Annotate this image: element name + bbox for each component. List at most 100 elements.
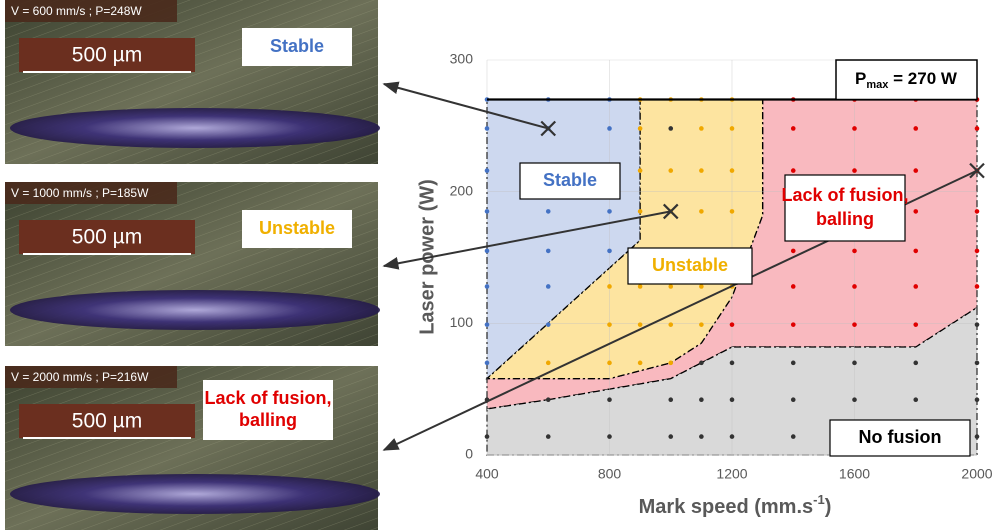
data-point xyxy=(637,284,643,289)
highlight-marker xyxy=(662,203,679,220)
data-point xyxy=(729,434,735,439)
state-label-box xyxy=(242,28,352,66)
data-point xyxy=(913,126,919,131)
data-point xyxy=(699,126,704,131)
scale-label: 500 µm xyxy=(72,410,142,433)
x-tick-label: 400 xyxy=(475,466,499,482)
data-point xyxy=(790,126,796,131)
data-point xyxy=(484,322,490,327)
scale-box xyxy=(19,404,195,438)
data-point xyxy=(852,397,857,403)
scale-box xyxy=(19,220,195,254)
region-label: Lack of fusion, xyxy=(781,185,908,205)
x-tick-label: 1600 xyxy=(839,466,870,482)
data-point xyxy=(607,248,612,254)
data-point xyxy=(790,248,796,254)
state-label: balling xyxy=(239,410,297,430)
highlight-marker xyxy=(969,162,985,179)
region-label: Stable xyxy=(543,170,597,190)
state-label: Unstable xyxy=(259,218,335,238)
data-point xyxy=(484,168,490,173)
pmax-symbol: P xyxy=(855,69,866,88)
caption: V = 1000 mm/s ; P=185W xyxy=(11,186,149,200)
x-axis-title: Mark speed (mm.s-1) xyxy=(639,492,832,518)
data-point xyxy=(852,168,857,173)
region xyxy=(485,98,764,380)
data-point xyxy=(607,126,612,131)
state-label-box xyxy=(203,380,333,440)
data-point xyxy=(484,126,490,131)
region-label: Unstable xyxy=(652,255,728,275)
data-point xyxy=(668,434,674,439)
pmax-text: = 270 W xyxy=(888,69,957,88)
region-label: balling xyxy=(816,209,874,229)
data-point xyxy=(699,209,704,214)
data-point xyxy=(668,360,674,366)
data-point xyxy=(607,434,612,439)
data-point xyxy=(729,360,735,366)
y-tick-label: 300 xyxy=(450,51,474,67)
arrow xyxy=(382,81,549,130)
data-point xyxy=(699,360,704,366)
micrograph: V = 1000 mm/s ; P=185W 500 µm Unstable xyxy=(5,182,380,346)
data-point xyxy=(668,126,674,131)
data-point xyxy=(913,322,919,327)
data-point xyxy=(852,322,857,327)
data-point xyxy=(974,209,980,214)
data-point xyxy=(668,168,674,173)
x-axis-title-suffix: ) xyxy=(825,496,832,518)
data-point xyxy=(484,434,490,439)
data-point xyxy=(484,360,490,366)
data-point xyxy=(545,209,551,214)
x-axis-title-text: Mark speed (mm.s xyxy=(639,496,814,518)
data-point xyxy=(913,248,919,254)
scale-box xyxy=(19,38,195,72)
state-label-box xyxy=(242,210,352,248)
data-point xyxy=(699,434,704,439)
data-point xyxy=(729,209,735,214)
data-point xyxy=(607,209,612,214)
melt-track xyxy=(10,290,380,330)
data-point xyxy=(637,126,643,131)
data-point xyxy=(790,397,796,403)
region-label-box xyxy=(519,162,621,200)
data-point xyxy=(545,397,551,403)
data-point xyxy=(913,209,919,214)
data-point xyxy=(668,322,674,327)
data-point xyxy=(729,397,735,403)
caption-box xyxy=(5,182,177,204)
melt-track xyxy=(10,474,380,514)
pmax-label: Pmax = 270 W xyxy=(855,69,958,90)
data-point xyxy=(607,322,612,327)
data-point xyxy=(699,322,704,327)
data-point xyxy=(913,397,919,403)
micrograph: V = 2000 mm/s ; P=216W 500 µm Lack of fusi… xyxy=(5,366,380,530)
data-point xyxy=(913,284,919,289)
caption: V = 600 mm/s ; P=248W xyxy=(11,4,142,18)
data-point xyxy=(545,322,551,327)
caption-box xyxy=(5,0,177,22)
data-point xyxy=(790,322,796,327)
data-point xyxy=(545,248,551,254)
y-tick-label: 200 xyxy=(450,182,474,198)
data-point xyxy=(607,397,612,403)
scale-label: 500 µm xyxy=(72,226,142,249)
data-point xyxy=(484,209,490,214)
x-tick-label: 800 xyxy=(598,466,622,482)
x-tick-label: 2000 xyxy=(961,466,992,482)
scale-label: 500 µm xyxy=(72,44,142,67)
pmax-box xyxy=(835,59,978,101)
data-point xyxy=(974,126,980,131)
data-point xyxy=(729,126,735,131)
x-tick-label: 1200 xyxy=(716,466,747,482)
data-point xyxy=(637,209,643,214)
region-label-box xyxy=(627,247,753,285)
x-axis-title-superscript: -1 xyxy=(813,492,825,507)
data-point xyxy=(790,434,796,439)
pmax-subscript: max xyxy=(866,79,889,91)
data-point xyxy=(637,360,643,366)
data-point xyxy=(545,284,551,289)
melt-track xyxy=(10,108,380,148)
data-point xyxy=(699,284,704,289)
y-tick-label: 100 xyxy=(450,314,474,330)
